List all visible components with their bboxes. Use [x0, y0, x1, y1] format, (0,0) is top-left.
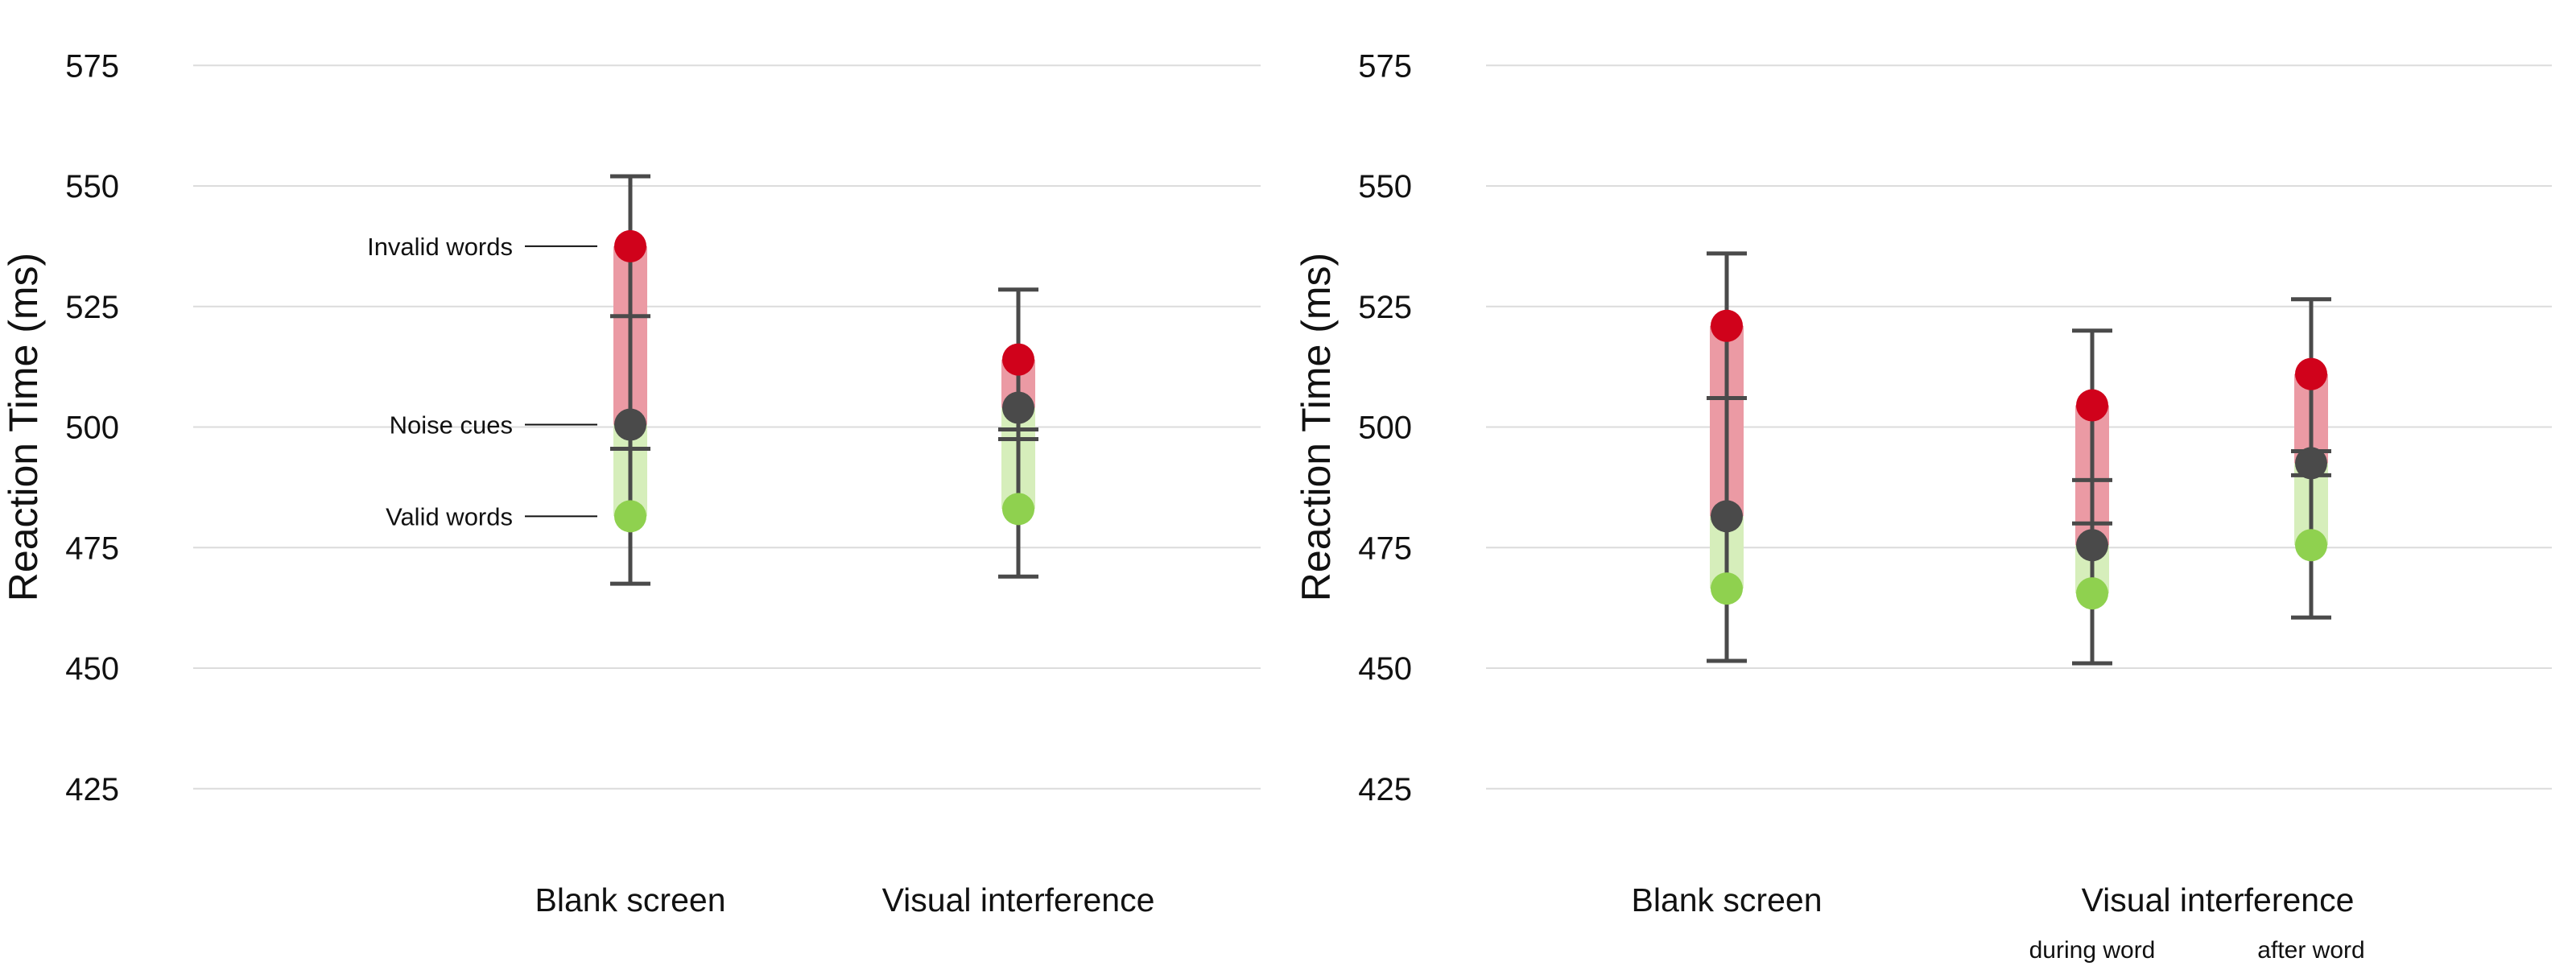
y-tick-label: 450	[65, 651, 119, 687]
y-tick-label: 500	[65, 411, 119, 446]
y-axis-label: Reaction Time (ms)	[1294, 253, 1339, 601]
annotation-label: Valid words	[386, 502, 513, 530]
valid-words-point	[614, 500, 646, 533]
y-tick-label: 425	[1358, 772, 1412, 807]
invalid-words-point	[2076, 389, 2108, 422]
x-category-label: Blank screen	[1631, 881, 1822, 918]
y-tick-label: 550	[1358, 169, 1412, 204]
y-tick-label: 475	[1358, 530, 1412, 566]
noise-cues-point	[614, 408, 646, 441]
valid-words-point	[1711, 572, 1743, 605]
x-category-label: Blank screen	[535, 881, 725, 918]
invalid-words-point	[614, 229, 646, 262]
x-subcategory-label: during word	[2029, 937, 2156, 964]
y-tick-label: 525	[65, 290, 119, 325]
invalid-words-point	[2295, 357, 2327, 390]
y-tick-label: 575	[1358, 48, 1412, 84]
annotation-label: Invalid words	[367, 233, 513, 261]
x-category-label: Visual interference	[882, 881, 1155, 918]
y-tick-label: 475	[65, 530, 119, 566]
invalid-words-point	[1002, 343, 1034, 376]
annotation-label: Noise cues	[390, 411, 513, 440]
x-subcategory-label: after word	[2257, 937, 2364, 964]
y-tick-label: 450	[1358, 651, 1412, 687]
valid-words-point	[2076, 577, 2108, 610]
invalid-words-point	[1711, 309, 1743, 342]
noise-cues-point	[1002, 391, 1034, 424]
y-tick-label: 500	[1358, 411, 1412, 446]
valid-words-point	[1002, 493, 1034, 526]
y-tick-label: 525	[1358, 290, 1412, 325]
y-axis-label: Reaction Time (ms)	[1, 253, 46, 601]
noise-cues-point	[2076, 529, 2108, 562]
y-tick-label: 575	[65, 48, 119, 84]
x-category-group-label: Visual interference	[2082, 881, 2355, 918]
y-tick-label: 550	[65, 169, 119, 204]
y-tick-label: 425	[65, 772, 119, 807]
noise-cues-point	[2295, 447, 2327, 480]
noise-cues-point	[1711, 500, 1743, 533]
valid-words-point	[2295, 529, 2327, 562]
